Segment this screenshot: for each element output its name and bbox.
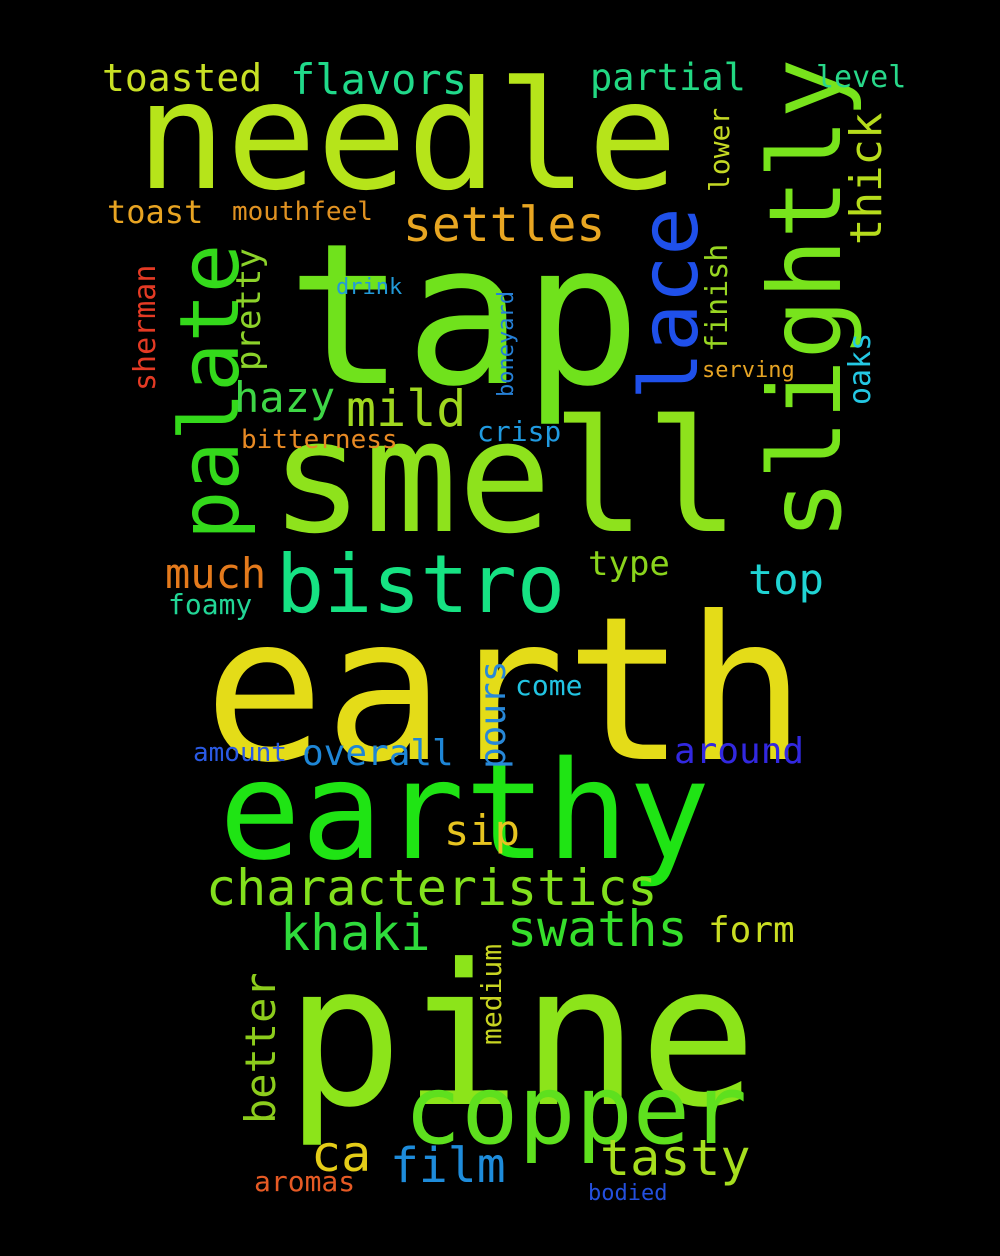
word-earthy: earthy xyxy=(219,733,711,891)
word-tap: tap xyxy=(287,202,642,430)
word-foamy: foamy xyxy=(168,588,253,621)
word-pine: pine xyxy=(285,923,758,1151)
word-khaki: khaki xyxy=(280,904,431,962)
word-finish: finish xyxy=(700,243,735,352)
word-type: type xyxy=(588,544,670,584)
word-ca: ca xyxy=(311,1125,372,1183)
word-toasted: toasted xyxy=(102,56,263,100)
word-pretty: pretty xyxy=(229,248,269,371)
word-much: much xyxy=(165,549,267,598)
word-bistro: bistro xyxy=(276,538,565,631)
word-tasty: tasty xyxy=(600,1129,751,1187)
word-amount: amount xyxy=(193,738,287,768)
word-needle: needle xyxy=(136,50,678,224)
word-sip: sip xyxy=(444,806,520,855)
word-top: top xyxy=(748,555,824,604)
word-medium: medium xyxy=(475,943,508,1045)
word-earth: earth xyxy=(204,574,807,807)
word-lower: lower xyxy=(703,107,736,192)
word-pours: pours xyxy=(473,660,514,769)
word-level: level xyxy=(816,60,907,95)
word-oaks: oaks xyxy=(843,332,878,405)
word-sherman: sherman xyxy=(128,264,163,391)
word-partial: partial xyxy=(590,56,746,99)
word-drink: drink xyxy=(336,275,403,300)
word-hazy: hazy xyxy=(234,373,336,422)
word-smell: smell xyxy=(270,386,740,568)
word-thick: thick xyxy=(841,112,892,245)
word-film: film xyxy=(390,1138,506,1194)
word-serving: serving xyxy=(702,358,795,383)
word-come: come xyxy=(515,669,583,702)
word-form: form xyxy=(708,910,795,951)
word-lace: lace xyxy=(623,207,716,400)
word-characteristics: characteristics xyxy=(206,859,658,917)
word-crisp: crisp xyxy=(477,415,562,448)
word-swaths: swaths xyxy=(507,900,688,958)
word-better: better xyxy=(236,972,285,1124)
word-around: around xyxy=(674,731,805,772)
word-bitterness: bitterness xyxy=(241,425,398,455)
word-flavors: flavors xyxy=(290,55,468,104)
word-boneyard: boneyard xyxy=(494,291,519,397)
word-overall: overall xyxy=(302,733,454,774)
word-aromas: aromas xyxy=(254,1165,356,1198)
word-mouthfeel: mouthfeel xyxy=(232,197,373,227)
word-settles: settles xyxy=(403,197,606,253)
word-bodied: bodied xyxy=(588,1181,668,1206)
word-toast: toast xyxy=(107,193,204,231)
word-mild: mild xyxy=(346,380,467,438)
word-copper: copper xyxy=(404,1056,748,1166)
